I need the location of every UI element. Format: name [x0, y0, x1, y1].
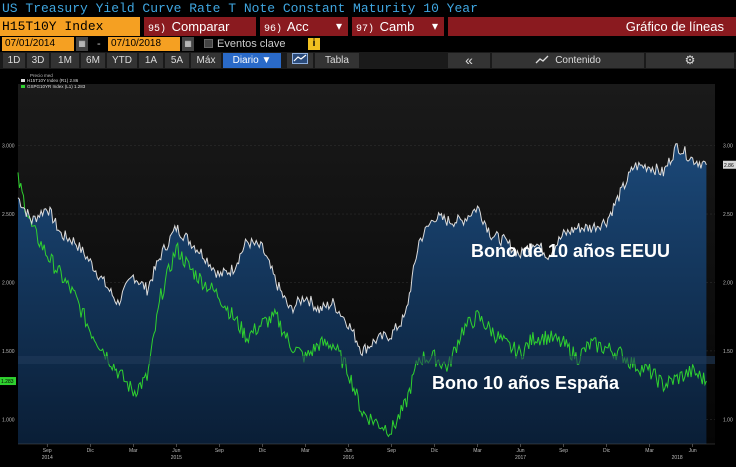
chart-area: 3.000 2.500 2.000 1.500 1.000 3.00 2.50 2.00 1.…: [0, 69, 736, 462]
chart-toolbar: 1D 3D 1M 6M YTD 1A 5A Máx Diario ▼ Tabla…: [0, 52, 736, 69]
x-tick-label: Jun: [516, 448, 524, 454]
key-events-label: Eventos clave: [217, 38, 286, 50]
end-date-field[interactable]: 07/10/2018: [108, 37, 180, 51]
frequency-dropdown[interactable]: Diario ▼: [223, 53, 281, 68]
range-button-6m[interactable]: 6M: [81, 53, 105, 68]
last-value-us-bg: [723, 160, 736, 169]
legend: Precio med H15T10Y Index (R1) 2.86 GSPG1…: [21, 73, 86, 89]
command-bar: H15T10Y Index 95) Comparar 96) Acc ▾ 97)…: [0, 17, 736, 36]
collapse-back-button[interactable]: «: [448, 53, 490, 68]
date-range-row: 07/01/2014 ▦ - 07/10/2018 ▦ Eventos clav…: [0, 36, 736, 52]
compare-label: Comparar: [171, 19, 230, 34]
range-button-1m[interactable]: 1M: [51, 53, 79, 68]
line-chart-toggle[interactable]: [287, 53, 313, 68]
actions-caret-icon: ▾: [335, 19, 342, 33]
year-label: 2018: [672, 455, 683, 461]
x-tick-label: Mar: [473, 448, 482, 454]
right-tick-label: 2.00: [723, 280, 733, 286]
last-value-us: 2.86: [724, 163, 734, 169]
ticker-field[interactable]: H15T10Y Index: [0, 17, 140, 36]
x-tick-label: Jun: [172, 448, 180, 454]
left-axis: 3.000 2.500 2.000 1.500 1.000: [2, 144, 15, 424]
range-button-1a[interactable]: 1A: [139, 53, 163, 68]
compare-button[interactable]: 95) Comparar: [144, 17, 256, 36]
range-button-3d[interactable]: 3D: [27, 53, 49, 68]
date-separator: -: [97, 38, 101, 50]
chart-type-button[interactable]: Gráfico de líneas: [448, 17, 736, 36]
last-value-spain-bg: [0, 377, 16, 386]
x-tick-label: Mar: [645, 448, 654, 454]
year-label: 2016: [343, 455, 354, 461]
content-label: Contenido: [555, 55, 601, 66]
left-tick-label: 2.000: [2, 280, 15, 286]
last-value-spain: 1.283: [1, 379, 14, 385]
yield-chart: 3.000 2.500 2.000 1.500 1.000 3.00 2.50 2.00 1.…: [0, 73, 736, 461]
x-tick-label: Dic: [431, 448, 439, 454]
right-tick-label: 2.50: [723, 212, 733, 218]
x-tick-label: Mar: [129, 448, 138, 454]
right-axis: 3.00 2.50 2.00 1.50 1.00: [723, 144, 733, 424]
line-chart-icon: [292, 53, 308, 64]
range-button-max[interactable]: Máx: [191, 53, 221, 68]
x-tick-label: Sep: [215, 448, 224, 454]
content-chart-icon: [535, 55, 549, 64]
x-tick-label: Dic: [259, 448, 267, 454]
content-button[interactable]: Contenido: [492, 53, 644, 68]
legend-header: Precio med: [30, 73, 53, 78]
actions-button[interactable]: 96) Acc ▾: [260, 17, 348, 36]
end-calendar-icon[interactable]: ▦: [182, 37, 194, 51]
spain-yield-line: [17, 172, 707, 438]
x-tick-label: Sep: [387, 448, 396, 454]
right-tick-label: 3.00: [723, 144, 733, 150]
change-button[interactable]: 97) Camb ▾: [352, 17, 444, 36]
last-value-tag-us: 2.86: [723, 160, 736, 169]
range-button-1d[interactable]: 1D: [3, 53, 25, 68]
actions-label: Acc: [286, 19, 309, 34]
right-tick-label: 1.50: [723, 349, 733, 355]
info-icon[interactable]: i: [308, 38, 320, 50]
left-tick-label: 1.500: [2, 349, 15, 355]
right-tick-label: 1.00: [723, 417, 733, 423]
window-title: US Treasury Yield Curve Rate T Note Cons…: [0, 0, 736, 17]
left-tick-label: 1.000: [2, 417, 15, 423]
start-calendar-icon[interactable]: ▦: [76, 37, 88, 51]
actions-number: 96): [264, 24, 283, 35]
year-label: 2015: [171, 455, 182, 461]
start-date-field[interactable]: 07/01/2014: [2, 37, 74, 51]
annotation-us: Bono de 10 años EEUU: [471, 241, 670, 261]
settings-button[interactable]: ⚙: [646, 53, 734, 68]
x-tick-label: Jun: [689, 448, 697, 454]
change-number: 97): [356, 24, 375, 35]
legend-entry-spain: GSPG10YR Index (L1) 1.283: [27, 84, 86, 89]
legend-entry-us: H15T10Y Index (R1) 2.86: [27, 78, 79, 83]
x-tick-label: Dic: [603, 448, 611, 454]
year-label: 2017: [515, 455, 526, 461]
x-tick-label: Sep: [43, 448, 52, 454]
key-events-checkbox[interactable]: [204, 39, 213, 48]
legend-swatch-spain: [21, 85, 25, 88]
last-value-band: [18, 356, 715, 364]
compare-number: 95): [148, 24, 167, 35]
x-tick-label: Mar: [301, 448, 310, 454]
change-caret-icon: ▾: [431, 19, 438, 33]
us-yield-line: [17, 143, 707, 357]
x-tick-label: Dic: [87, 448, 95, 454]
last-value-tag-spain: 1.283: [0, 377, 16, 386]
x-axis: Sep Dic Mar Jun Sep Dic Mar Jun Sep Dic Mar Jun Sep D…: [18, 443, 715, 454]
x-tick-label: Jun: [344, 448, 352, 454]
annotation-spain: Bono 10 años España: [432, 373, 620, 393]
range-button-5a[interactable]: 5A: [165, 53, 189, 68]
legend-swatch-us: [21, 79, 25, 82]
year-labels: 2014 2015 2016 2017 2018: [42, 455, 683, 461]
left-tick-label: 2.500: [2, 212, 15, 218]
us-yield-area: [18, 143, 707, 444]
range-button-ytd[interactable]: YTD: [107, 53, 137, 68]
left-tick-label: 3.000: [2, 144, 15, 150]
x-tick-label: Sep: [559, 448, 568, 454]
table-button[interactable]: Tabla: [315, 53, 359, 68]
year-label: 2014: [42, 455, 53, 461]
change-label: Camb: [379, 19, 415, 34]
